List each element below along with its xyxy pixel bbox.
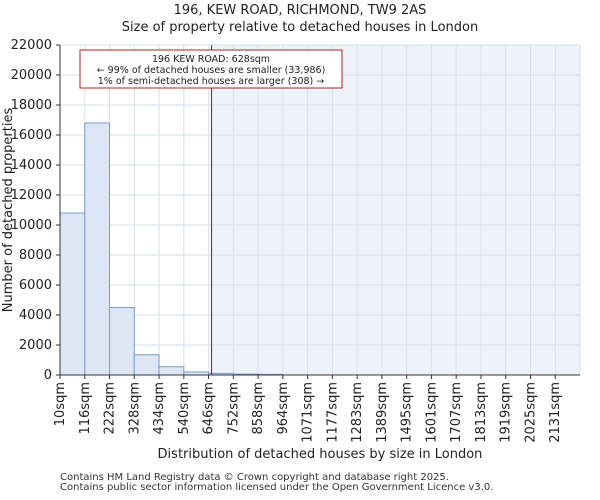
x-tick-label: 858sqm bbox=[251, 382, 266, 435]
y-tick-label: 2000 bbox=[19, 338, 52, 353]
y-tick-label: 0 bbox=[44, 368, 52, 383]
y-tick-label: 6000 bbox=[19, 278, 52, 293]
annotation-box bbox=[79, 49, 343, 89]
y-tick-label: 12000 bbox=[11, 188, 52, 203]
x-axis-label: Distribution of detached houses by size … bbox=[158, 447, 483, 462]
x-tick-label: 434sqm bbox=[152, 382, 167, 435]
x-tick-label: 1707sqm bbox=[449, 382, 464, 443]
x-tick-label: 1919sqm bbox=[499, 382, 514, 443]
x-tick-label: 2131sqm bbox=[548, 382, 563, 443]
x-tick-label: 2025sqm bbox=[523, 382, 538, 443]
x-tick-label: 752sqm bbox=[226, 382, 241, 435]
y-tick-label: 8000 bbox=[19, 248, 52, 263]
y-tick-label: 22000 bbox=[11, 38, 52, 53]
x-tick-label: 1601sqm bbox=[424, 382, 439, 443]
histogram-bar bbox=[133, 354, 160, 376]
chart-title: 196, KEW ROAD, RICHMOND, TW9 2AS bbox=[174, 3, 427, 18]
footer-line-2: Contains public sector information licen… bbox=[60, 482, 494, 493]
x-tick-label: 328sqm bbox=[127, 382, 142, 435]
plot-area: 0 2000 4000 6000 8000 10000 12000 14000 16000 180… bbox=[11, 38, 581, 443]
x-tick-label: 646sqm bbox=[202, 382, 217, 435]
x-tick-label: 964sqm bbox=[276, 382, 291, 435]
y-axis-label: Number of detached properties bbox=[1, 108, 16, 313]
x-tick-label: 116sqm bbox=[78, 382, 93, 435]
x-tick-label: 1813sqm bbox=[474, 382, 489, 443]
histogram-bar bbox=[84, 122, 111, 376]
x-tick-label: 1389sqm bbox=[375, 382, 390, 443]
x-tick-label: 1283sqm bbox=[350, 382, 365, 443]
footer-credits: Contains HM Land Registry data © Crown c… bbox=[60, 473, 493, 493]
histogram-bar bbox=[109, 307, 135, 376]
annotation-larger: 1% of semi-detached houses are larger (3… bbox=[98, 76, 325, 87]
histogram-bar bbox=[158, 366, 185, 376]
footer-line-1: Contains HM Land Registry data © Crown c… bbox=[60, 472, 449, 483]
x-tick-label: 1177sqm bbox=[325, 382, 340, 443]
x-tick-label: 540sqm bbox=[177, 382, 192, 435]
y-tick-label: 4000 bbox=[19, 308, 52, 323]
annotation-title: 196 KEW ROAD: 628sqm bbox=[152, 54, 270, 65]
x-tick-label: 10sqm bbox=[53, 382, 68, 426]
chart-subtitle: Size of property relative to detached ho… bbox=[122, 20, 478, 35]
x-tick-label: 1495sqm bbox=[400, 382, 415, 443]
y-tick-label: 20000 bbox=[11, 68, 52, 83]
y-tick-label: 10000 bbox=[11, 218, 52, 233]
histogram-chart: 196, KEW ROAD, RICHMOND, TW9 2AS Size of… bbox=[1, 3, 581, 462]
annotation-smaller: ← 99% of detached houses are smaller (33… bbox=[97, 65, 326, 76]
y-tick-label: 14000 bbox=[11, 158, 52, 173]
y-tick-label: 16000 bbox=[11, 128, 52, 143]
x-tick-label: 222sqm bbox=[103, 382, 118, 435]
y-tick-label: 18000 bbox=[11, 98, 52, 113]
x-tick-label: 1071sqm bbox=[301, 382, 316, 443]
histogram-bar bbox=[59, 212, 86, 376]
highlight-region bbox=[211, 45, 581, 375]
